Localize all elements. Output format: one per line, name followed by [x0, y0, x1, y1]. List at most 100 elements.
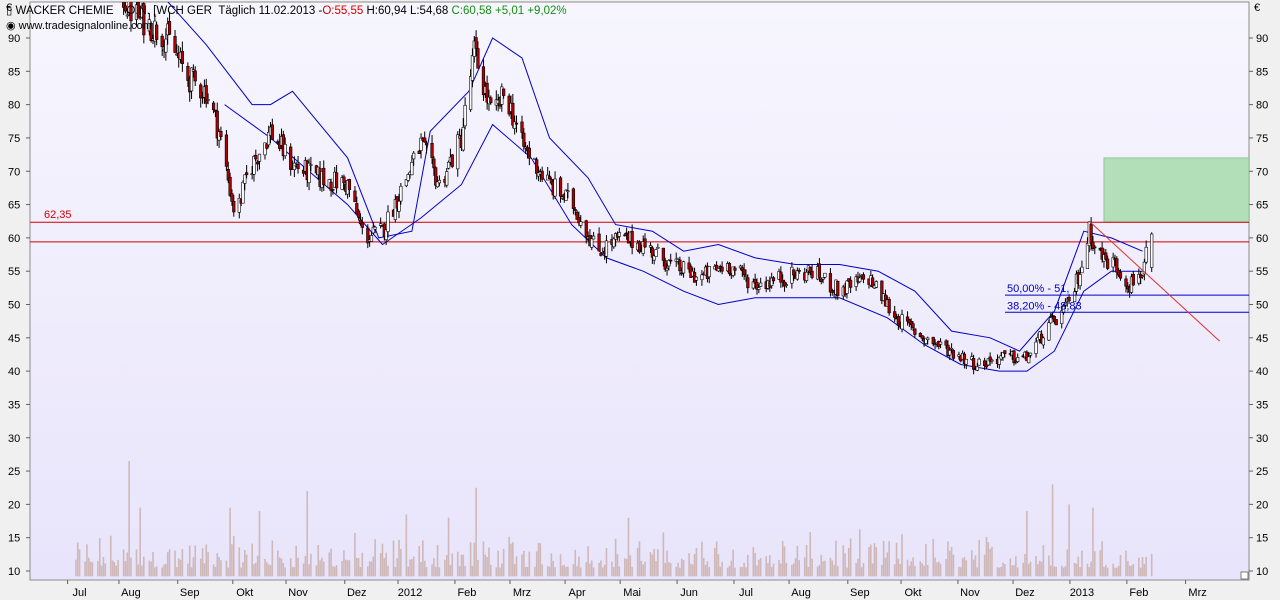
volume-bar: [366, 566, 369, 577]
volume-bar: [207, 551, 209, 577]
candle-body: [206, 99, 210, 101]
volume-bar: [693, 553, 696, 577]
candle-body: [384, 229, 388, 240]
x-tick-label: Okt: [904, 587, 921, 599]
y-tick-label-right: 50: [1256, 300, 1268, 312]
volume-bar: [76, 542, 79, 577]
candle-body: [386, 211, 390, 232]
candle-body: [744, 275, 748, 277]
volume-bar: [528, 551, 531, 577]
candle-body: [599, 252, 603, 256]
volume-bar: [1143, 563, 1146, 577]
volume-bar: [963, 557, 966, 577]
candle-body: [836, 280, 840, 296]
volume-bar: [921, 563, 924, 577]
volume-bar: [308, 564, 310, 577]
candle-body: [716, 268, 721, 272]
volume-bar: [75, 559, 77, 577]
volume-bar: [1016, 567, 1019, 577]
volume-bar: [1022, 562, 1024, 577]
y-tick-label-right: 10: [1256, 566, 1268, 578]
volume-bar: [818, 564, 821, 577]
volume-bar: [1060, 565, 1063, 577]
candle-body: [527, 147, 531, 159]
volume-bar: [739, 567, 742, 577]
candle-body: [990, 359, 994, 362]
candle-body: [913, 328, 917, 335]
volume-bar: [1037, 564, 1039, 577]
candle-body: [283, 144, 287, 157]
volume-bar: [499, 567, 501, 577]
channel-lower-line: [224, 104, 1143, 372]
volume-bar: [857, 558, 859, 577]
volume-bar: [1105, 565, 1107, 577]
candle-body: [535, 159, 539, 174]
volume-bar: [1093, 551, 1096, 577]
candle-body: [731, 266, 735, 276]
candle-body: [553, 178, 557, 197]
candle-body: [437, 179, 441, 184]
volume-bar: [328, 552, 331, 577]
candle-body: [678, 259, 682, 272]
volume-bar: [820, 554, 823, 577]
candle-body: [301, 169, 306, 174]
volume-bar: [348, 560, 351, 577]
candle-body: [355, 203, 359, 215]
candle-body: [740, 267, 744, 272]
volume-bar: [194, 545, 197, 577]
candle-body: [511, 102, 515, 126]
candle-body: [522, 132, 526, 147]
chart-settings-icon[interactable]: ▯: [6, 5, 13, 17]
volume-bar: [719, 566, 722, 577]
candle-body: [373, 226, 377, 230]
volume-bar: [1024, 554, 1026, 577]
volume-bar: [726, 567, 729, 577]
volume-bar: [1090, 561, 1092, 577]
x-tick-label: Sep: [180, 587, 200, 599]
candle-body: [1025, 351, 1029, 362]
volume-bar: [590, 560, 593, 577]
candle-body: [412, 152, 416, 160]
volume-bar: [447, 517, 450, 577]
volume-bar: [379, 553, 382, 577]
candle-body: [340, 177, 344, 190]
volume-bar: [201, 548, 204, 577]
volume-bar: [1055, 566, 1058, 577]
volume-bar: [321, 557, 323, 577]
candle-body: [450, 154, 454, 167]
volume-bar: [587, 546, 589, 577]
candle-body: [1060, 310, 1064, 325]
volume-bar: [976, 567, 979, 577]
volume-bar: [240, 567, 242, 577]
period-label: Täglich: [218, 5, 256, 17]
volume-bar: [489, 564, 492, 577]
volume-bar: [168, 549, 171, 577]
volume-bar: [824, 560, 826, 577]
volume-bar: [783, 546, 786, 577]
high-value: H:60,94: [366, 5, 407, 17]
volume-bar: [229, 507, 231, 577]
volume-bar: [225, 560, 228, 577]
volume-bar: [886, 552, 889, 577]
volume-bar: [987, 542, 990, 577]
volume-bar: [205, 544, 208, 577]
volume-bar: [798, 560, 801, 577]
candle-body: [1140, 275, 1145, 277]
candle-body: [149, 22, 153, 41]
candle-body: [160, 35, 164, 48]
volume-bar: [627, 517, 630, 577]
candle-body: [727, 263, 732, 274]
candle-body: [540, 170, 544, 180]
volume-bar: [1150, 554, 1153, 577]
close-value: C:60,58: [451, 5, 492, 17]
volume-bar: [1139, 567, 1142, 577]
volume-bar: [181, 549, 184, 577]
volume-bar: [374, 539, 376, 577]
volume-bar: [387, 565, 389, 577]
candle-body: [918, 332, 922, 338]
volume-bar: [701, 541, 703, 577]
volume-bar: [111, 560, 114, 577]
y-tick-label-right: 45: [1256, 333, 1268, 345]
volume-bar: [741, 567, 744, 577]
volume-bar: [947, 541, 949, 577]
